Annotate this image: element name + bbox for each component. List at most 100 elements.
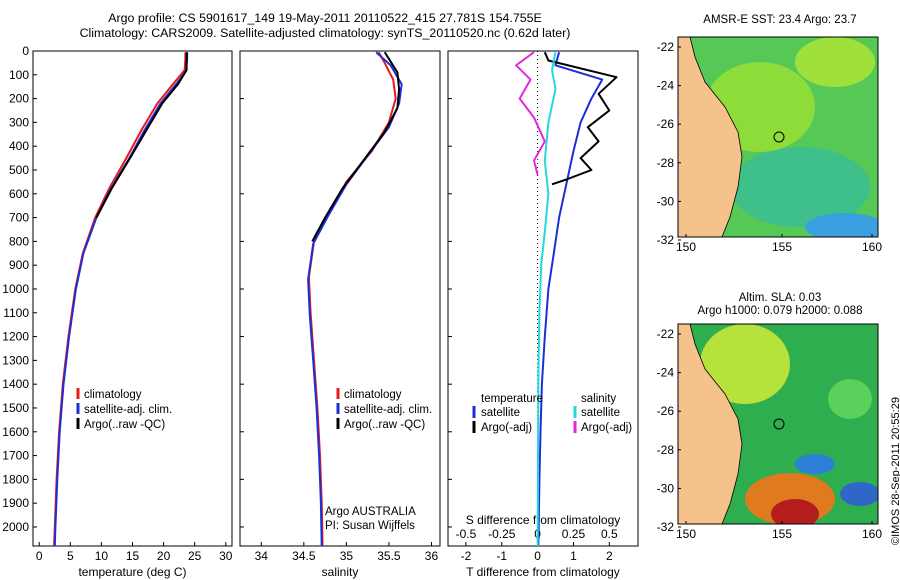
legend-label: satellite [481, 407, 520, 419]
lat-tick-label: -32 [657, 520, 675, 534]
y-tick-label: 1000 [2, 282, 29, 296]
y-tick-label: 1400 [2, 377, 29, 391]
y-tick-label: 1700 [2, 449, 29, 463]
map-image [678, 324, 878, 524]
lat-tick-label: -22 [657, 327, 675, 341]
lon-tick-label: 160 [862, 240, 882, 254]
legend-title: temperature [481, 393, 543, 405]
x-tick-label: 25 [188, 549, 202, 563]
sla-value: Altim. SLA: 0.03 [738, 292, 822, 304]
top-x-axis-label: S difference from climatology [466, 513, 621, 527]
lat-tick-label: -28 [657, 156, 675, 170]
cool-water [730, 147, 870, 227]
map-frame [677, 323, 879, 525]
top-x-tick-label: 0.5 [601, 527, 618, 541]
x-tick-label: 5 [67, 549, 74, 563]
x-tick-label: 35.5 [377, 549, 401, 563]
x-tick-label: 0 [36, 549, 43, 563]
top-x-tick-label: -0.25 [488, 527, 516, 541]
x-axis-label: temperature (deg C) [78, 565, 186, 579]
series-line [537, 51, 604, 547]
low-sla [840, 482, 878, 506]
legend-label: satellite [581, 407, 620, 419]
y-tick-label: 800 [9, 234, 29, 248]
x-tick-label: 34.5 [292, 549, 316, 563]
sla-patch [828, 379, 872, 419]
lat-tick-label: -24 [657, 366, 675, 380]
land [678, 324, 743, 524]
legend-label: Argo(..raw -QC) [84, 419, 165, 431]
difference-panel: -2 -1 0 1 2 T difference from climatology -0.5… [447, 50, 639, 579]
x-tick-label: 35 [340, 549, 354, 563]
annotation-text: PI: Susan Wijffels [325, 520, 415, 532]
top-x-tick-label: 0.25 [562, 527, 586, 541]
argo-steric-height: Argo h1000: 0.079 h2000: 0.088 [697, 305, 863, 317]
figure-header: Argo profile: CS 5901617_149 19-May-2011… [0, 11, 650, 41]
y-tick-label: 600 [9, 187, 29, 201]
high-sla [771, 499, 819, 524]
legend-label: satellite-adj. clim. [84, 404, 172, 416]
temperature-panel: 0 5 10 15 20 25 30 temperature (deg C) 0 100 200 30… [2, 44, 232, 579]
x-tick-label: 30 [219, 549, 233, 563]
series-line [536, 52, 557, 547]
lat-tick-label: -32 [657, 233, 675, 247]
lat-tick-label: -24 [657, 79, 675, 93]
x-tick-label: 2 [606, 549, 613, 563]
figure-title: Argo profile: CS 5901617_149 19-May-2011… [108, 11, 542, 25]
x-tick-label: 34 [255, 549, 269, 563]
plot-frame [239, 50, 441, 547]
legend-label: climatology [344, 389, 402, 401]
y-tick-label: 0 [22, 44, 29, 58]
y-tick-label: 2000 [2, 520, 29, 534]
low-sla [795, 454, 835, 474]
y-tick-label: 1900 [2, 496, 29, 510]
legend-label: Argo(-adj) [481, 422, 532, 434]
lat-tick-label: -30 [657, 194, 675, 208]
legend-label: Argo(-adj) [581, 422, 632, 434]
lon-tick-label: 155 [772, 527, 792, 541]
legend-title: salinity [581, 393, 616, 405]
y-tick-label: 200 [9, 92, 29, 106]
x-axis-label: T difference from climatology [466, 565, 620, 579]
y-tick-label: 500 [9, 163, 29, 177]
series-line [311, 51, 401, 242]
sla-map-title: Altim. SLA: 0.03 Argo h1000: 0.079 h2000… [672, 292, 888, 318]
lat-tick-label: -26 [657, 117, 675, 131]
series-line [543, 51, 618, 186]
series-line [515, 51, 546, 176]
x-tick-label: 36 [425, 549, 439, 563]
lat-tick-label: -28 [657, 443, 675, 457]
top-x-tick-label: -0.5 [456, 527, 477, 541]
x-tick-label: 15 [126, 549, 140, 563]
land [678, 37, 743, 237]
y-tick-label: 900 [9, 258, 29, 272]
map-frame [677, 36, 879, 238]
lat-tick-label: -22 [657, 40, 675, 54]
lon-tick-label: 155 [772, 240, 792, 254]
y-tick-label: 1200 [2, 330, 29, 344]
x-tick-label: 10 [95, 549, 109, 563]
x-tick-label: -2 [461, 549, 472, 563]
series-line [307, 51, 403, 547]
argo-location-marker [773, 418, 785, 430]
legend-label: satellite-adj. clim. [344, 404, 432, 416]
salinity-panel: 34 34.5 35 35.5 36 salinity climatology satelli… [239, 50, 441, 579]
x-tick-label: 0 [534, 549, 541, 563]
plot-frame [447, 50, 639, 547]
sla-map: -22 -24 -26 -28 -30 -32 150 155 160 [657, 323, 882, 541]
y-tick-label: 400 [9, 139, 29, 153]
y-tick-label: 300 [9, 115, 29, 129]
y-tick-label: 1100 [3, 306, 29, 320]
argo-location-marker [773, 131, 785, 143]
lon-tick-label: 150 [676, 240, 696, 254]
y-tick-label: 1300 [2, 353, 29, 367]
y-tick-label: 1500 [2, 401, 29, 415]
x-tick-label: -1 [496, 549, 507, 563]
legend-label: Argo(..raw -QC) [344, 419, 425, 431]
plot-frame [32, 50, 233, 547]
x-tick-label: 20 [157, 549, 171, 563]
figure-subtitle: Climatology: CARS2009. Satellite-adjuste… [79, 26, 571, 40]
x-axis-label: salinity [322, 565, 359, 579]
map-image [678, 37, 878, 237]
